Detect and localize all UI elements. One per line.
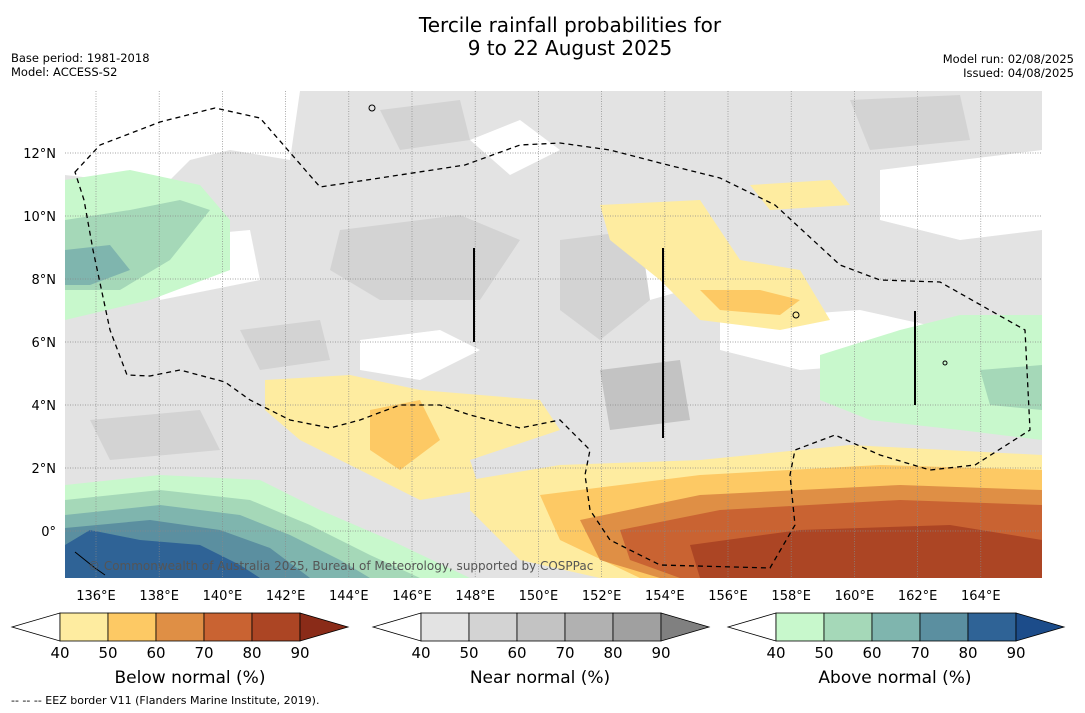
colorbar-high-extend: [660, 612, 711, 642]
title-line-2: 9 to 22 August 2025: [467, 36, 673, 60]
colorbar-segment: [107, 612, 157, 642]
colorbar-tick-label: 80: [958, 644, 977, 662]
longitude-tick-label: 150°E: [519, 589, 559, 604]
colorbar-segment: [420, 612, 470, 642]
colorbar-tick-label: 70: [910, 644, 929, 662]
colorbar-segment: [919, 612, 969, 642]
longitude-tick-label: 160°E: [835, 589, 875, 604]
meta-left: Base period: 1981-2018 Model: ACCESS-S2: [11, 51, 150, 79]
colorbar-tick-label: 90: [651, 644, 670, 662]
longitude-tick-label: 142°E: [266, 589, 306, 604]
colorbar-low-extend: [726, 612, 777, 642]
colorbar-tick-label: 50: [814, 644, 833, 662]
longitude-tick-label: 154°E: [645, 589, 685, 604]
colorbar-tick-label: 50: [98, 644, 117, 662]
longitude-tick-label: 138°E: [139, 589, 179, 604]
eez-border: [74, 107, 1031, 569]
colorbar-tick-label: 80: [603, 644, 622, 662]
colorbar-segment: [468, 612, 518, 642]
colorbar-tick-label: 40: [766, 644, 785, 662]
colorbar-tick-label: 80: [242, 644, 261, 662]
copyright-notice: © Commonwealth of Australia 2025, Bureau…: [88, 559, 593, 573]
colorbar: 40 50 60 70 80 90: [10, 612, 350, 662]
coastlines: [74, 104, 948, 576]
longitude-tick-label: 136°E: [76, 589, 116, 604]
colorbar-segment: [59, 612, 109, 642]
longitude-tick-label: 148°E: [455, 589, 495, 604]
title-line-1: Tercile rainfall probabilities for: [418, 13, 722, 37]
colorbar-segment: [823, 612, 873, 642]
colorbar-tick-label: 90: [1006, 644, 1025, 662]
above-normal-areas: [65, 170, 1042, 578]
colorbar-tick-label: 90: [290, 644, 309, 662]
colorbar: 40 50 60 70 80 90: [726, 612, 1066, 662]
longitude-tick-label: 162°E: [898, 589, 938, 604]
colorbar-tick-label: 70: [194, 644, 213, 662]
latitude-tick-label: 4°N: [32, 399, 57, 414]
latitude-tick-label: 8°N: [32, 273, 57, 288]
colorbar-tick-label: 60: [862, 644, 881, 662]
eez-legend-note: -- -- -- EEZ border V11 (Flanders Marine…: [11, 694, 320, 707]
longitude-tick-label: 140°E: [203, 589, 243, 604]
longitude-tick-label: 144°E: [329, 589, 369, 604]
colorbar-tick-label: 50: [459, 644, 478, 662]
below-normal-areas: [265, 180, 1042, 578]
latitude-tick-label: 10°N: [23, 210, 56, 225]
below-normal-label: Below normal (%): [114, 668, 266, 688]
colorbar-high-extend: [299, 612, 350, 642]
longitude-tick-label: 152°E: [582, 589, 622, 604]
longitude-tick-label: 156°E: [708, 589, 748, 604]
colorbar-low-extend: [371, 612, 422, 642]
colorbar-tick-label: 40: [50, 644, 69, 662]
near-normal-label: Near normal (%): [469, 668, 611, 688]
longitude-labels: 136°E 138°E 140°E 142°E 144°E 146°E 148°E 150°E…: [76, 589, 1000, 604]
longitude-tick-label: 164°E: [961, 589, 1001, 604]
longitude-tick-label: 146°E: [392, 589, 432, 604]
colorbar-segment: [203, 612, 253, 642]
chart-title: Tercile rainfall probabilities for 9 to …: [0, 14, 1085, 60]
base-period: Base period: 1981-2018: [11, 51, 150, 65]
colorbar-segment: [775, 612, 825, 642]
colorbar: 40 50 60 70 80 90: [371, 612, 711, 662]
above-normal-label: Above normal (%): [818, 668, 972, 688]
colorbar-segment: [516, 612, 566, 642]
colorbar-tick-label: 40: [411, 644, 430, 662]
map-field: © Commonwealth of Australia 2025, Bureau…: [65, 91, 1042, 578]
colorbar-segment: [612, 612, 662, 642]
colorbars: 40 50 60 70 80 90 40 50 60 70 80 90 40 50 60 70 80 90: [10, 612, 1066, 662]
longitude-tick-label: 158°E: [771, 589, 811, 604]
model-name: Model: ACCESS-S2: [11, 65, 118, 79]
issued-date: Issued: 04/08/2025: [963, 66, 1074, 80]
colorbar-high-extend: [1015, 612, 1066, 642]
island-markers: [473, 248, 916, 438]
colorbar-tick-label: 60: [146, 644, 165, 662]
colorbar-segment: [155, 612, 205, 642]
colorbar-tick-label: 60: [507, 644, 526, 662]
meta-right: Model run: 02/08/2025 Issued: 04/08/2025: [943, 52, 1074, 80]
colorbar-segment: [251, 612, 301, 642]
colorbar-segment: [564, 612, 614, 642]
colorbar-low-extend: [10, 612, 61, 642]
colorbar-segment: [967, 612, 1017, 642]
colorbar-tick-label: 70: [555, 644, 574, 662]
latitude-tick-label: 0°: [41, 525, 56, 540]
latitude-tick-label: 12°N: [23, 147, 56, 162]
colorbar-segment: [871, 612, 921, 642]
model-run: Model run: 02/08/2025: [942, 52, 1074, 66]
latitude-labels: 12°N 10°N 8°N 6°N 4°N 2°N 0°: [23, 147, 56, 540]
latitude-tick-label: 6°N: [32, 336, 57, 351]
latitude-tick-label: 2°N: [32, 462, 57, 477]
graticule: [65, 91, 1042, 578]
